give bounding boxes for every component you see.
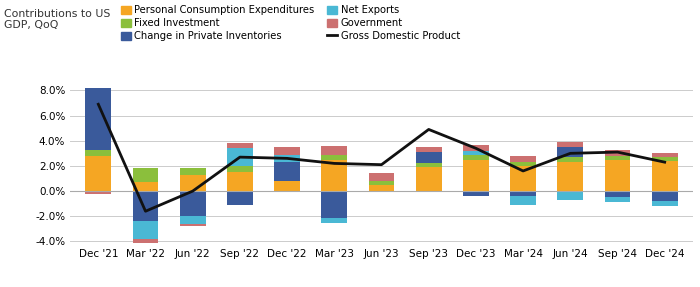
Bar: [321, 218, 347, 222]
Bar: [132, 168, 158, 182]
Bar: [368, 181, 395, 185]
Bar: [557, 191, 583, 200]
Bar: [321, 160, 347, 191]
Bar: [180, 191, 206, 216]
Bar: [180, 216, 206, 224]
Bar: [85, 88, 111, 150]
Bar: [368, 191, 395, 192]
Bar: [605, 150, 631, 156]
Bar: [652, 191, 678, 201]
Bar: [510, 191, 536, 196]
Bar: [368, 185, 395, 191]
Bar: [557, 142, 583, 147]
Bar: [85, 156, 111, 191]
Bar: [510, 196, 536, 205]
Bar: [274, 147, 300, 155]
Bar: [274, 181, 300, 191]
Bar: [557, 162, 583, 191]
Bar: [510, 166, 536, 191]
Bar: [274, 155, 300, 162]
Text: Contributions to US
GDP, QoQ: Contributions to US GDP, QoQ: [4, 9, 110, 30]
Bar: [227, 148, 253, 166]
Bar: [227, 143, 253, 148]
Legend: Personal Consumption Expenditures, Fixed Investment, Change in Private Inventori: Personal Consumption Expenditures, Fixed…: [120, 5, 460, 41]
Bar: [463, 191, 489, 196]
Bar: [227, 191, 253, 205]
Bar: [132, 191, 158, 221]
Bar: [605, 160, 631, 191]
Bar: [416, 163, 442, 167]
Bar: [416, 167, 442, 191]
Bar: [557, 157, 583, 162]
Bar: [463, 155, 489, 160]
Bar: [85, 192, 111, 194]
Bar: [463, 145, 489, 151]
Bar: [321, 146, 347, 155]
Bar: [652, 161, 678, 191]
Bar: [463, 151, 489, 155]
Bar: [180, 175, 206, 191]
Bar: [557, 147, 583, 157]
Bar: [652, 201, 678, 206]
Bar: [85, 191, 111, 192]
Bar: [416, 152, 442, 163]
Bar: [227, 166, 253, 172]
Bar: [416, 191, 442, 192]
Bar: [132, 182, 158, 191]
Bar: [605, 191, 631, 197]
Bar: [510, 156, 536, 162]
Bar: [85, 150, 111, 156]
Bar: [132, 221, 158, 239]
Bar: [510, 162, 536, 166]
Bar: [321, 191, 347, 218]
Bar: [368, 173, 395, 181]
Bar: [463, 160, 489, 191]
Bar: [605, 156, 631, 160]
Bar: [605, 197, 631, 202]
Bar: [274, 162, 300, 181]
Bar: [227, 172, 253, 191]
Bar: [274, 191, 300, 192]
Bar: [180, 168, 206, 175]
Bar: [652, 157, 678, 161]
Bar: [180, 224, 206, 226]
Bar: [132, 239, 158, 243]
Bar: [321, 155, 347, 160]
Bar: [416, 147, 442, 152]
Bar: [652, 153, 678, 157]
